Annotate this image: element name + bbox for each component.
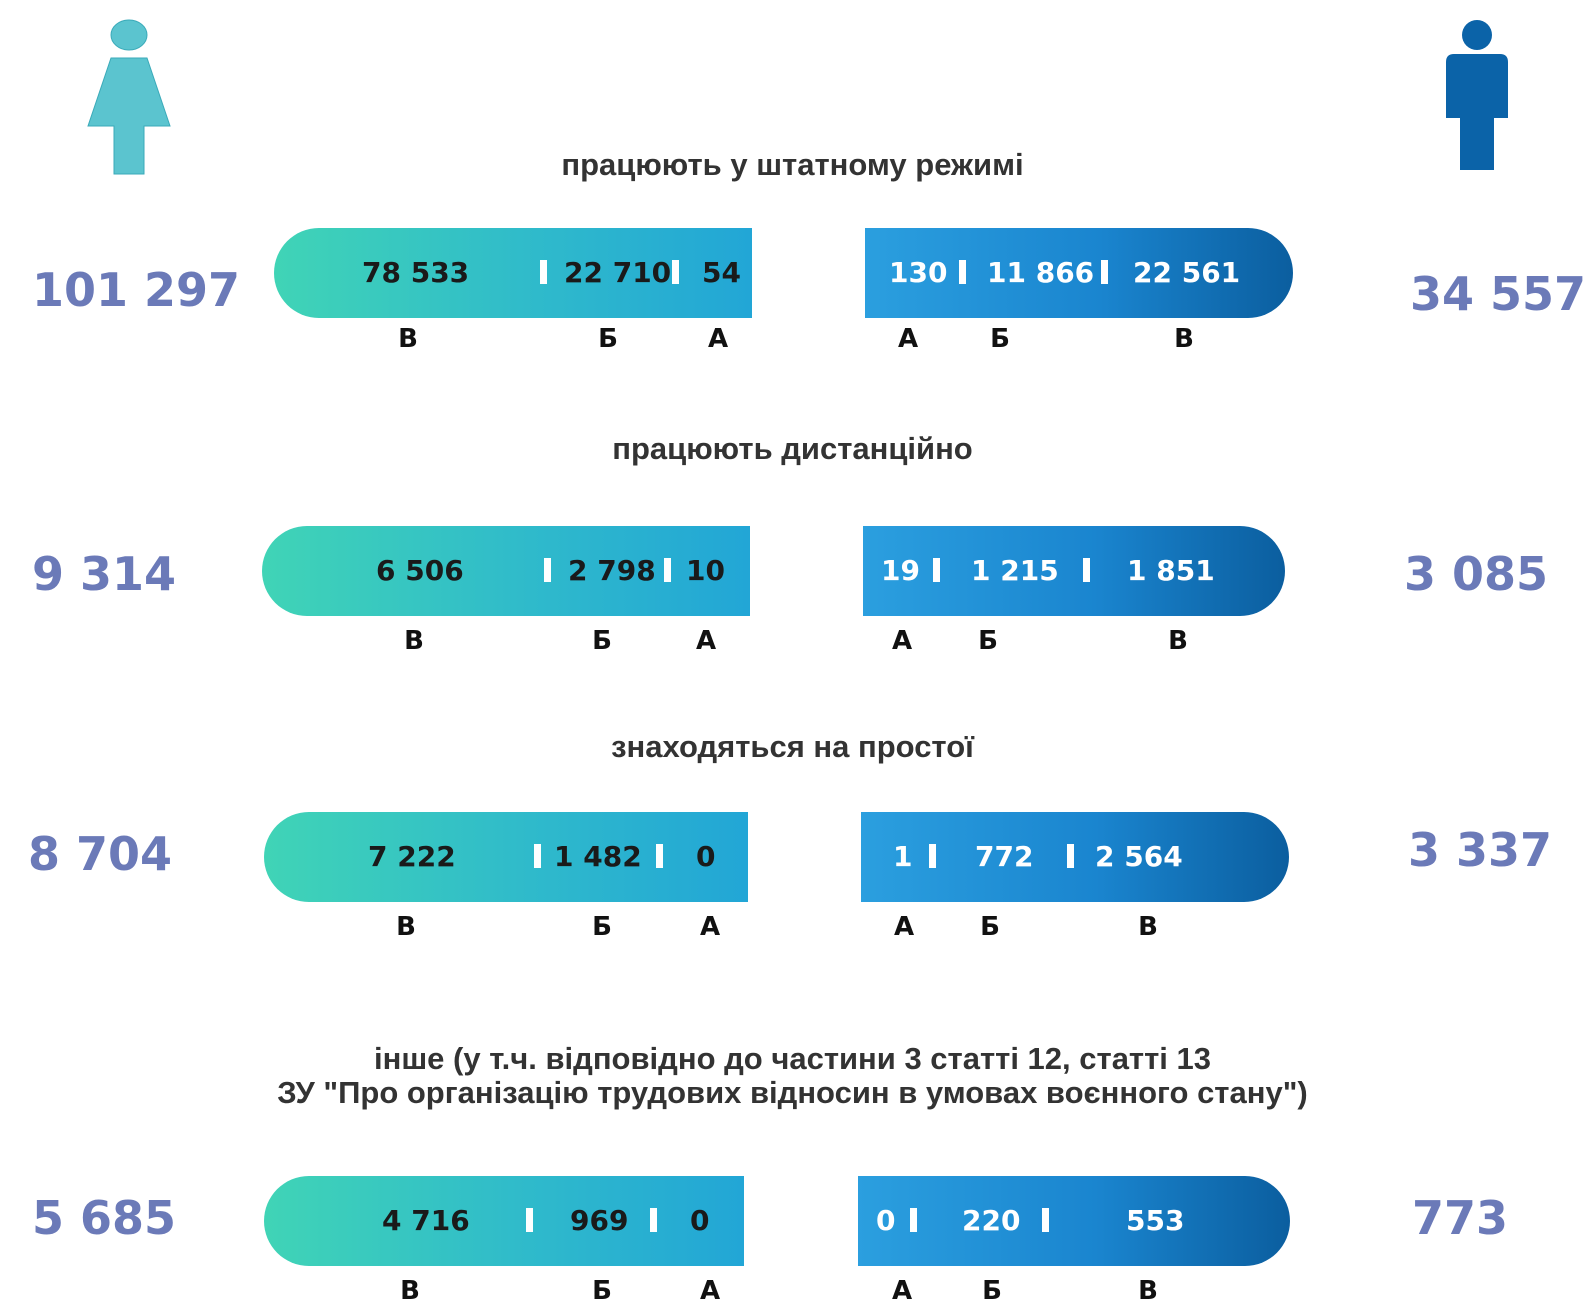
separator xyxy=(1067,844,1074,868)
female-bar: 4 716 969 0 xyxy=(264,1176,744,1266)
row-title-line-1: інше (у т.ч. відповідно до частини 3 ста… xyxy=(373,1041,1211,1076)
separator xyxy=(664,558,671,582)
female-value-v: 6 506 xyxy=(376,554,464,587)
category-label: А xyxy=(695,626,717,656)
category-label: А xyxy=(699,1276,721,1306)
male-total: 773 xyxy=(1412,1191,1509,1245)
category-label: А xyxy=(891,1276,913,1306)
male-total: 3 337 xyxy=(1408,823,1553,877)
category-label: В xyxy=(1138,1276,1158,1306)
female-value-v: 78 533 xyxy=(362,256,470,289)
male-value-v: 553 xyxy=(1126,1204,1185,1237)
female-person-icon xyxy=(87,19,171,175)
row-title-line-2: ЗУ "Про організацію трудових відносин в … xyxy=(277,1075,1308,1110)
category-label: Б xyxy=(592,626,612,656)
separator xyxy=(526,1208,533,1232)
male-bar: 19 1 215 1 851 xyxy=(863,526,1285,616)
separator xyxy=(672,260,679,284)
category-label: В xyxy=(404,626,424,656)
category-label: А xyxy=(897,324,919,354)
female-value-a: 10 xyxy=(686,554,725,587)
row-regular-mode: працюють у штатному режимі 101 297 78 53… xyxy=(0,0,1585,354)
female-value-a: 0 xyxy=(696,840,716,873)
separator xyxy=(929,844,936,868)
category-label: Б xyxy=(598,324,618,354)
male-person-icon xyxy=(1446,20,1508,170)
separator xyxy=(933,558,940,582)
female-bar: 78 533 22 710 54 xyxy=(274,228,752,318)
category-label: Б xyxy=(592,912,612,942)
male-value-a: 19 xyxy=(881,554,920,587)
male-value-b: 1 215 xyxy=(971,554,1059,587)
female-total: 5 685 xyxy=(32,1191,177,1245)
female-value-b: 2 798 xyxy=(568,554,656,587)
separator xyxy=(534,844,541,868)
separator xyxy=(540,260,547,284)
category-label: В xyxy=(396,912,416,942)
category-label: А xyxy=(707,324,729,354)
female-bar: 6 506 2 798 10 xyxy=(262,526,750,616)
male-value-a: 130 xyxy=(889,256,948,289)
category-label: Б xyxy=(990,324,1010,354)
male-total: 3 085 xyxy=(1404,547,1549,601)
separator xyxy=(656,844,663,868)
row-remote: працюють дистанційно 9 314 6 506 2 798 1… xyxy=(0,0,1585,656)
separator xyxy=(1042,1208,1049,1232)
category-label: А xyxy=(891,626,913,656)
male-bar: 130 11 866 22 561 xyxy=(865,228,1293,318)
male-bar: 1 772 2 564 xyxy=(861,812,1289,902)
female-value-a: 54 xyxy=(702,256,741,289)
separator xyxy=(1101,260,1108,284)
female-total: 101 297 xyxy=(32,263,241,317)
row-title: працюють у штатному режимі xyxy=(561,147,1024,182)
category-label: Б xyxy=(980,912,1000,942)
female-bar: 7 222 1 482 0 xyxy=(264,812,748,902)
male-value-v: 2 564 xyxy=(1095,840,1183,873)
category-label: А xyxy=(893,912,915,942)
female-total: 8 704 xyxy=(28,827,173,881)
separator xyxy=(650,1208,657,1232)
male-value-v: 1 851 xyxy=(1127,554,1215,587)
separator xyxy=(1083,558,1090,582)
category-label: В xyxy=(1174,324,1194,354)
male-value-v: 22 561 xyxy=(1133,256,1241,289)
category-label: Б xyxy=(592,1276,612,1306)
category-label: Б xyxy=(978,626,998,656)
category-label: В xyxy=(1138,912,1158,942)
male-value-b: 11 866 xyxy=(987,256,1095,289)
male-value-a: 0 xyxy=(876,1204,896,1237)
female-value-v: 4 716 xyxy=(382,1204,470,1237)
female-value-v: 7 222 xyxy=(368,840,456,873)
male-total: 34 557 xyxy=(1410,267,1585,321)
female-total: 9 314 xyxy=(32,547,177,601)
female-value-a: 0 xyxy=(690,1204,710,1237)
male-value-b: 220 xyxy=(962,1204,1021,1237)
category-label: В xyxy=(400,1276,420,1306)
row-title: працюють дистанційно xyxy=(612,431,973,466)
female-value-b: 969 xyxy=(570,1204,629,1237)
row-idle: знаходяться на простої 8 704 7 222 1 482… xyxy=(0,0,1585,942)
category-label: А xyxy=(699,912,721,942)
female-value-b: 22 710 xyxy=(564,256,672,289)
category-label: В xyxy=(1168,626,1188,656)
category-label: Б xyxy=(982,1276,1002,1306)
separator xyxy=(959,260,966,284)
separator xyxy=(544,558,551,582)
male-value-b: 772 xyxy=(975,840,1034,873)
male-bar: 0 220 553 xyxy=(858,1176,1290,1266)
female-value-b: 1 482 xyxy=(554,840,642,873)
category-label: В xyxy=(398,324,418,354)
separator xyxy=(910,1208,917,1232)
male-value-a: 1 xyxy=(893,840,913,873)
row-title: знаходяться на простої xyxy=(611,729,974,764)
